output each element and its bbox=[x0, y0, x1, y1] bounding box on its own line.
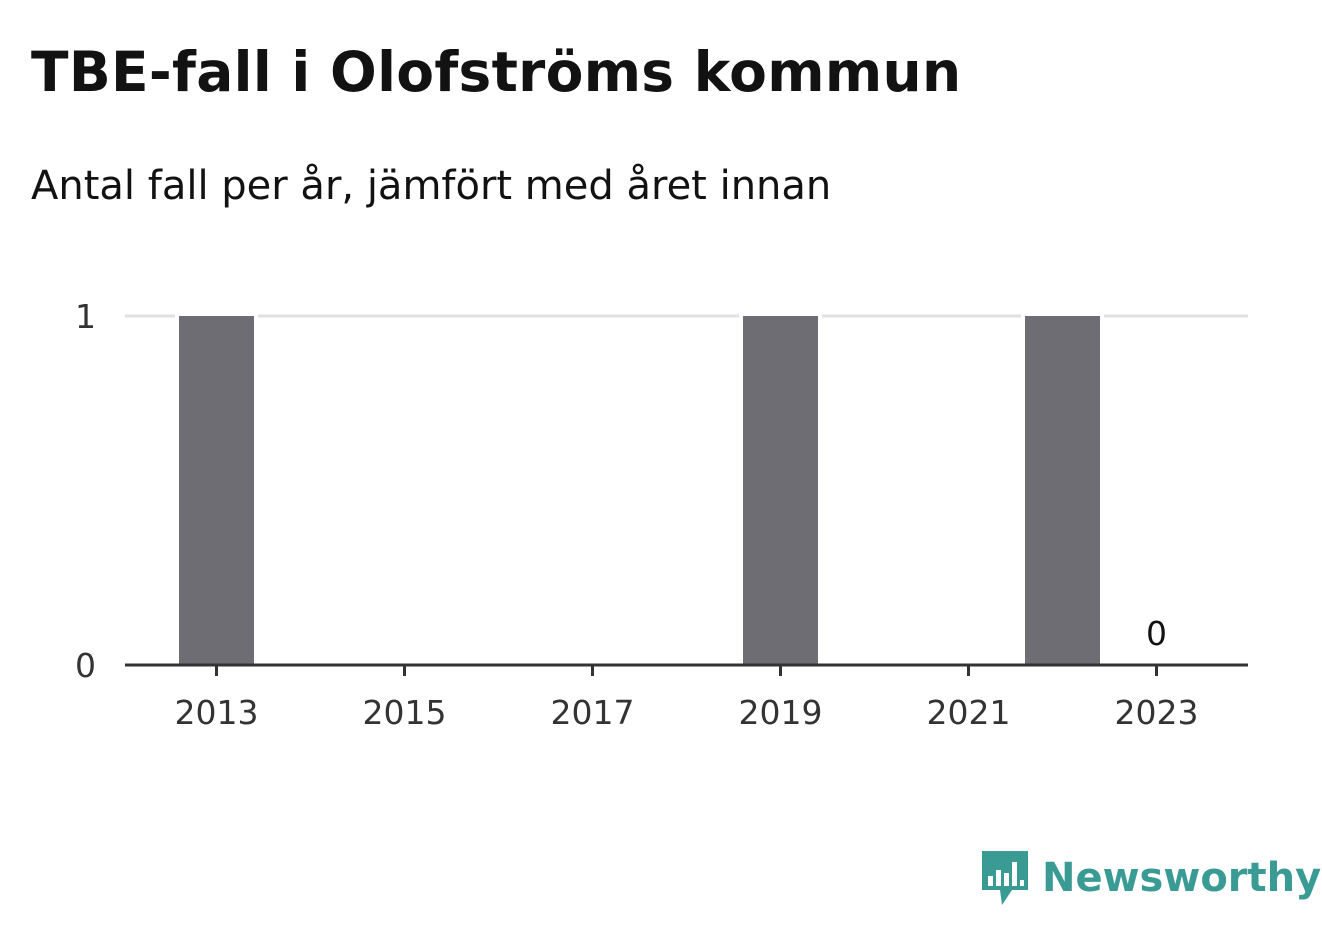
newsworthy-logo-icon bbox=[982, 851, 1028, 905]
axes bbox=[125, 663, 1248, 676]
bar-2019 bbox=[743, 316, 818, 665]
x-tick-label: 2013 bbox=[175, 693, 259, 732]
data-label: 0 bbox=[1146, 614, 1167, 653]
bar-2013 bbox=[179, 316, 254, 665]
y-tick-label: 0 bbox=[75, 646, 96, 685]
bar-2022 bbox=[1025, 316, 1100, 665]
x-tick-label: 2019 bbox=[739, 693, 823, 732]
x-tick-label: 2021 bbox=[927, 693, 1011, 732]
y-tick-label: 1 bbox=[75, 297, 96, 336]
x-tick-label: 2015 bbox=[363, 693, 447, 732]
brand-name: Newsworthy bbox=[1042, 855, 1322, 901]
x-tick-label: 2023 bbox=[1115, 693, 1199, 732]
labels: 0 1 2013 2015 2017 2019 2021 2023 0 bbox=[75, 297, 1198, 732]
chart-subtitle: Antal fall per år, jämfört med året inna… bbox=[31, 163, 832, 209]
chart-title: TBE-fall i Olofströms kommun bbox=[31, 40, 962, 104]
bars bbox=[175, 314, 1104, 665]
x-tick-label: 2017 bbox=[551, 693, 635, 732]
newsworthy-brand: Newsworthy bbox=[980, 848, 1321, 908]
